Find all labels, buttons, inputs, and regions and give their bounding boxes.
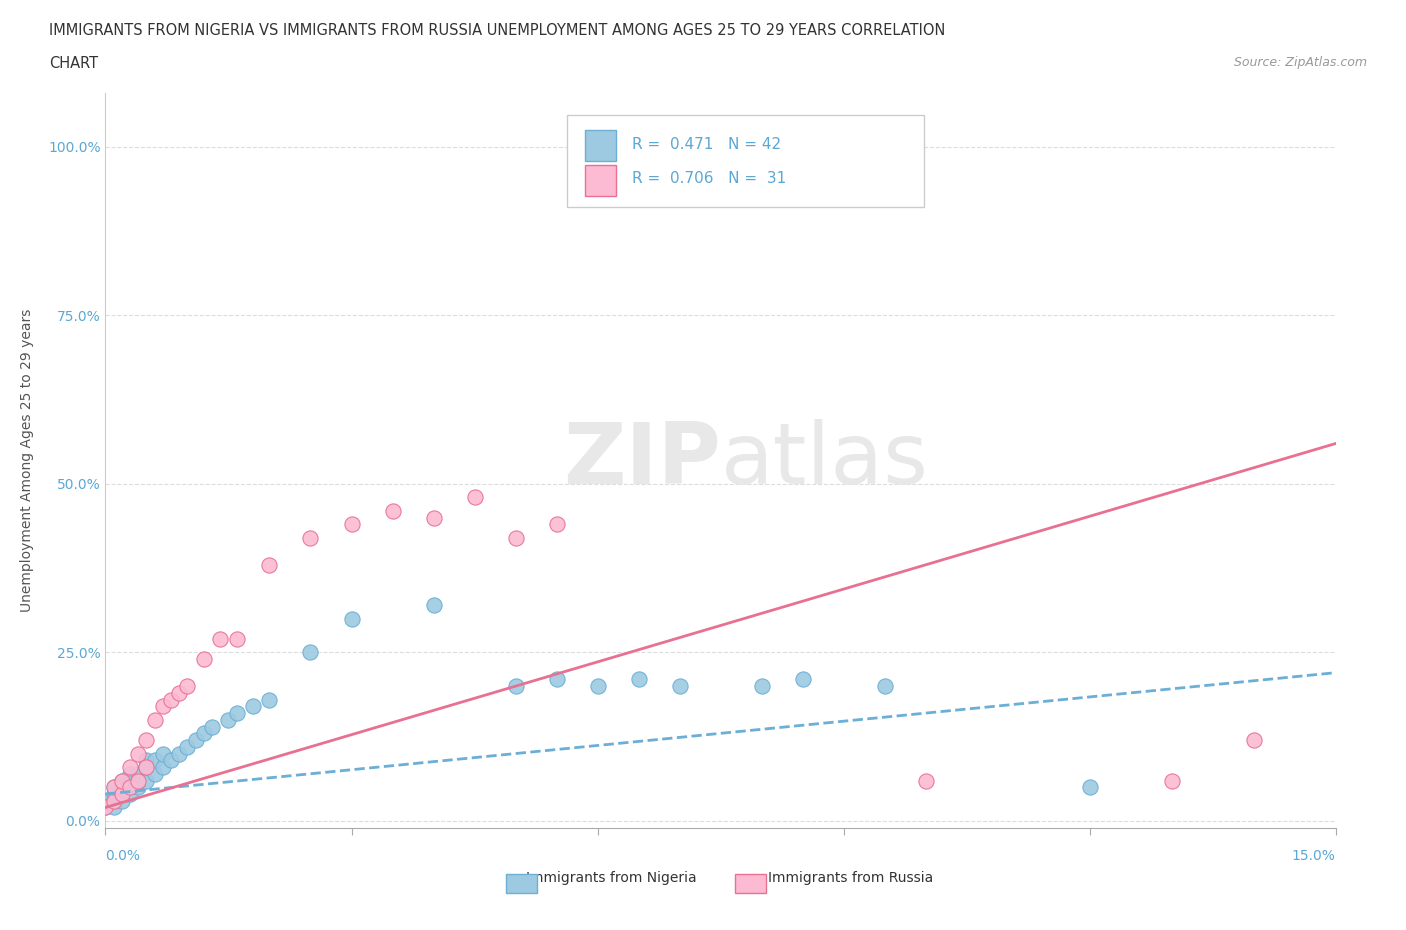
Point xyxy=(103,800,125,815)
Point xyxy=(751,679,773,694)
Point xyxy=(209,631,232,646)
Point xyxy=(103,793,125,808)
Point xyxy=(135,760,157,775)
Point xyxy=(873,679,896,694)
Point xyxy=(340,611,363,626)
Point xyxy=(160,753,183,768)
Point xyxy=(184,733,207,748)
Point xyxy=(627,672,650,687)
Point xyxy=(193,652,215,667)
Point xyxy=(225,631,247,646)
Point xyxy=(120,766,141,781)
Point xyxy=(152,760,174,775)
Point xyxy=(103,780,125,795)
Point xyxy=(218,712,240,727)
Point xyxy=(792,672,814,687)
Point xyxy=(1243,733,1265,748)
Point xyxy=(259,692,281,707)
Point xyxy=(381,503,404,518)
Point xyxy=(193,726,215,741)
Point xyxy=(94,793,117,808)
Point xyxy=(299,530,322,545)
Point xyxy=(176,679,198,694)
Point xyxy=(94,800,117,815)
Point xyxy=(800,140,823,154)
Point xyxy=(135,760,157,775)
Point xyxy=(259,557,281,572)
Point xyxy=(546,672,568,687)
Point xyxy=(1160,773,1182,788)
FancyBboxPatch shape xyxy=(567,115,924,206)
Point xyxy=(505,530,527,545)
Text: Source: ZipAtlas.com: Source: ZipAtlas.com xyxy=(1233,56,1367,69)
Text: R =  0.706   N =  31: R = 0.706 N = 31 xyxy=(633,171,786,186)
Point xyxy=(464,490,486,505)
Point xyxy=(127,773,149,788)
Point xyxy=(127,766,149,781)
Point xyxy=(225,706,247,721)
Point xyxy=(111,793,134,808)
Text: Immigrants from Nigeria: Immigrants from Nigeria xyxy=(526,870,697,884)
FancyBboxPatch shape xyxy=(585,165,616,196)
Point xyxy=(422,598,444,613)
Point xyxy=(152,699,174,714)
Point xyxy=(111,773,134,788)
Point xyxy=(143,766,166,781)
Point xyxy=(201,719,224,734)
Point xyxy=(111,787,134,802)
FancyBboxPatch shape xyxy=(585,130,616,161)
Point xyxy=(340,517,363,532)
Point xyxy=(586,679,609,694)
Text: R =  0.471   N = 42: R = 0.471 N = 42 xyxy=(633,137,782,152)
Point xyxy=(422,511,444,525)
Point xyxy=(143,712,166,727)
Point xyxy=(299,645,322,660)
Point xyxy=(111,780,134,795)
Point xyxy=(103,787,125,802)
Point xyxy=(242,699,264,714)
Point xyxy=(135,773,157,788)
Point xyxy=(135,733,157,748)
Point xyxy=(120,773,141,788)
Point xyxy=(169,746,191,761)
Point xyxy=(111,773,134,788)
Point xyxy=(160,692,183,707)
Point xyxy=(120,787,141,802)
Point xyxy=(127,780,149,795)
Text: 0.0%: 0.0% xyxy=(105,849,141,863)
Point xyxy=(152,746,174,761)
Text: Immigrants from Russia: Immigrants from Russia xyxy=(768,870,934,884)
Point xyxy=(120,780,141,795)
Point xyxy=(505,679,527,694)
Point xyxy=(120,760,141,775)
Text: CHART: CHART xyxy=(49,56,98,71)
Point xyxy=(127,746,149,761)
Text: IMMIGRANTS FROM NIGERIA VS IMMIGRANTS FROM RUSSIA UNEMPLOYMENT AMONG AGES 25 TO : IMMIGRANTS FROM NIGERIA VS IMMIGRANTS FR… xyxy=(49,23,946,38)
Point xyxy=(546,517,568,532)
Point xyxy=(135,753,157,768)
Point xyxy=(169,685,191,700)
Text: ZIP: ZIP xyxy=(562,418,721,502)
Text: atlas: atlas xyxy=(721,418,928,502)
Point xyxy=(143,753,166,768)
Point xyxy=(1078,780,1101,795)
Point xyxy=(94,800,117,815)
Point xyxy=(914,773,936,788)
Text: 15.0%: 15.0% xyxy=(1292,849,1336,863)
Point xyxy=(176,739,198,754)
Point xyxy=(668,679,690,694)
Point xyxy=(103,780,125,795)
Y-axis label: Unemployment Among Ages 25 to 29 years: Unemployment Among Ages 25 to 29 years xyxy=(20,309,34,612)
